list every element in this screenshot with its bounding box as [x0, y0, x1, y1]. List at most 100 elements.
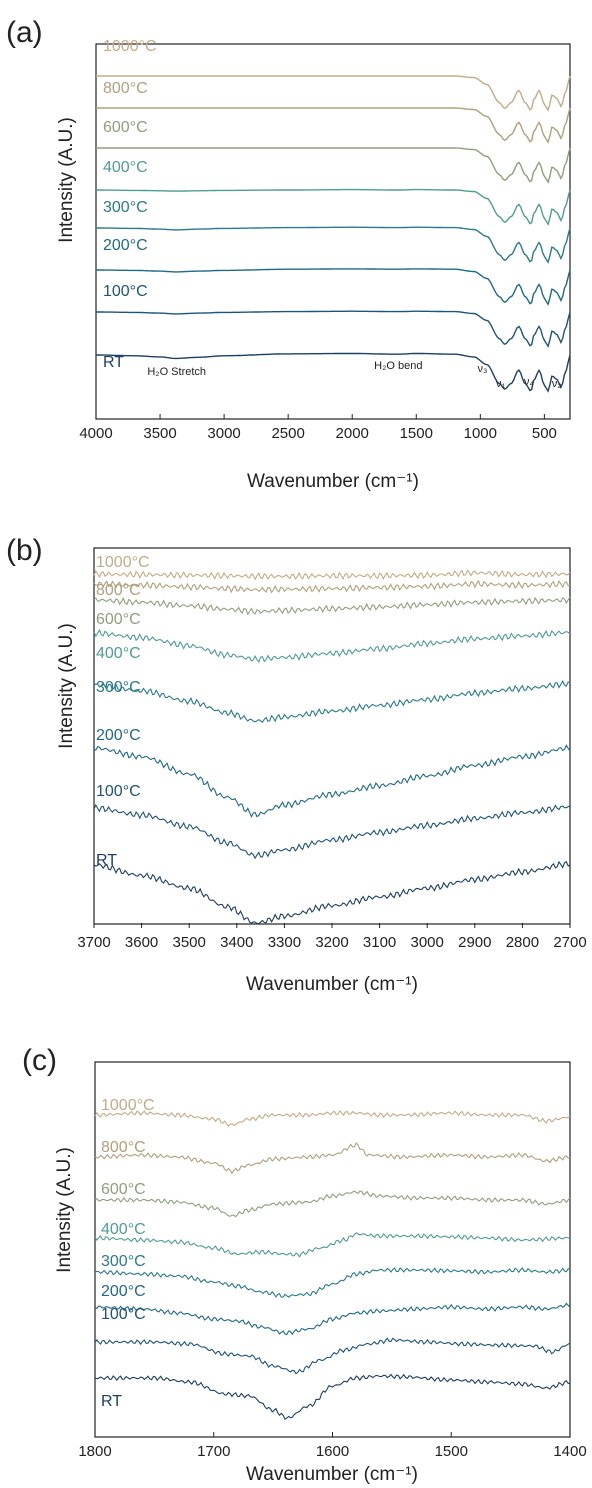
series-line-400°C — [96, 188, 571, 226]
series-line-100°C — [93, 803, 571, 860]
series-label: 1000°C — [101, 1097, 155, 1114]
series-line-100°C — [96, 310, 571, 348]
series-line-300°C — [96, 226, 571, 264]
x-tick-label: 2500 — [271, 425, 304, 442]
series-label: 600°C — [96, 611, 141, 628]
annotation-stretch: H₂O Stretch — [147, 366, 206, 378]
series-label: 400°C — [96, 645, 141, 662]
x-tick-label: 3600 — [125, 934, 158, 951]
series-line-800°C — [93, 579, 571, 594]
x-axis-title: Wavenumber (cm⁻¹) — [246, 1464, 418, 1485]
series-label: RT — [101, 1393, 122, 1410]
x-tick-label: 500 — [532, 425, 557, 442]
series-label: RT — [103, 354, 124, 371]
series-label: 800°C — [101, 1139, 146, 1156]
series-label: 600°C — [103, 119, 148, 136]
series-label: 1000°C — [96, 554, 150, 571]
series-line-800°C — [94, 1142, 571, 1175]
x-tick-label: 3000 — [411, 934, 444, 951]
panel-label: (c) — [22, 1044, 57, 1077]
series-line-300°C — [93, 679, 571, 724]
plot-frame — [95, 43, 571, 420]
series-line-200°C — [93, 744, 571, 818]
y-axis-title: Intensity (A.U.) — [56, 623, 77, 749]
x-ticks: 1800 1700 1600 1500 1400 — [78, 1432, 587, 1460]
series-line-1000°C — [96, 75, 571, 112]
series-label: 300°C — [101, 1253, 146, 1270]
series-label: 100°C — [96, 783, 141, 800]
panel-label: (a) — [6, 16, 43, 49]
series-label: 200°C — [103, 237, 148, 254]
series-label: 800°C — [103, 80, 148, 97]
panel-c: (c) Intensity (A.U.) 1800 1700 1600 1500 140… — [22, 1044, 587, 1485]
x-tick-label: 1600 — [316, 1443, 349, 1460]
x-tick-label: 3500 — [173, 934, 206, 951]
x-tick-label: 2800 — [506, 934, 539, 951]
annotation-nu3: ν₃ — [477, 363, 487, 375]
series-label: 400°C — [103, 159, 148, 176]
series-label: RT — [96, 852, 117, 869]
series-line-600°C — [94, 1190, 571, 1218]
x-tick-label: 1500 — [435, 1443, 468, 1460]
panel-b: (b) Intensity (A.U.) 3700 3600 3500 3400 330… — [6, 534, 587, 995]
series-line-RT — [94, 1373, 571, 1420]
series-label: 1000°C — [103, 38, 157, 55]
series-label: 300°C — [103, 199, 148, 216]
x-tick-label: 2700 — [553, 934, 586, 951]
series-line-100°C — [94, 1337, 571, 1375]
x-axis-title: Wavenumber (cm⁻¹) — [246, 974, 418, 995]
panel-label: (b) — [6, 534, 43, 567]
x-tick-label: 1000 — [464, 425, 497, 442]
series-group — [96, 75, 571, 393]
series-line-300°C — [94, 1267, 571, 1298]
series-labels: RT 100°C 200°C 300°C 400°C 600°C 800°C 1000°C — [96, 554, 150, 869]
series-label: 300°C — [96, 679, 141, 696]
y-axis-title: Intensity (A.U.) — [56, 117, 77, 243]
annotation-nu1: ν₁ — [496, 378, 506, 390]
series-line-1000°C — [93, 569, 571, 581]
series-label: 200°C — [101, 1283, 146, 1300]
x-tick-label: 1800 — [78, 1443, 111, 1460]
series-group — [93, 569, 571, 925]
x-tick-label: 3300 — [268, 934, 301, 951]
x-tick-label: 1500 — [400, 425, 433, 442]
annotations: H₂O Stretch H₂O bend ν₃ ν₁ ν₄ ν₂ — [147, 360, 561, 390]
series-label: 100°C — [101, 1306, 146, 1323]
panel-a: (a) Intensity (A.U.) 4000 3500 3000 2500 200… — [6, 16, 571, 492]
x-tick-label: 3000 — [207, 425, 240, 442]
x-axis-title: Wavenumber (cm⁻¹) — [247, 471, 419, 492]
series-line-200°C — [96, 268, 571, 306]
series-line-800°C — [96, 107, 571, 144]
plot-frame — [94, 1061, 571, 1438]
series-labels: RT 100°C 200°C 300°C 400°C 600°C 800°C 1000°C — [101, 1097, 155, 1410]
series-label: 400°C — [101, 1221, 146, 1238]
series-line-400°C — [93, 628, 571, 664]
annotation-bend: H₂O bend — [374, 360, 422, 372]
x-ticks: 3700 3600 3500 3400 3300 3200 3100 3000 2900 2800… — [77, 923, 587, 951]
x-tick-label: 3500 — [143, 425, 176, 442]
x-tick-label: 1400 — [553, 1443, 586, 1460]
x-tick-label: 1700 — [197, 1443, 230, 1460]
series-labels: RT 100°C 200°C 300°C 400°C 600°C 800°C 1000°C — [103, 38, 157, 371]
x-tick-label: 3200 — [315, 934, 348, 951]
x-tick-label: 2900 — [458, 934, 491, 951]
x-tick-label: 3100 — [363, 934, 396, 951]
annotation-nu2: ν₂ — [552, 378, 562, 390]
y-axis-title: Intensity (A.U.) — [54, 1147, 75, 1273]
series-label: 200°C — [96, 727, 141, 744]
series-line-1000°C — [94, 1109, 571, 1128]
x-tick-label: 3400 — [220, 934, 253, 951]
series-label: 800°C — [96, 582, 141, 599]
x-tick-label: 4000 — [79, 425, 112, 442]
x-ticks: 4000 3500 3000 2500 2000 1500 1000 500 — [79, 414, 557, 442]
series-label: 100°C — [103, 283, 148, 300]
x-tick-label: 3700 — [77, 934, 110, 951]
series-line-RT — [96, 352, 571, 393]
series-line-200°C — [94, 1302, 571, 1336]
series-line-RT — [93, 860, 571, 925]
annotation-nu4: ν₄ — [524, 376, 535, 388]
series-group — [94, 1109, 571, 1420]
x-tick-label: 2000 — [336, 425, 369, 442]
series-line-600°C — [96, 147, 571, 184]
